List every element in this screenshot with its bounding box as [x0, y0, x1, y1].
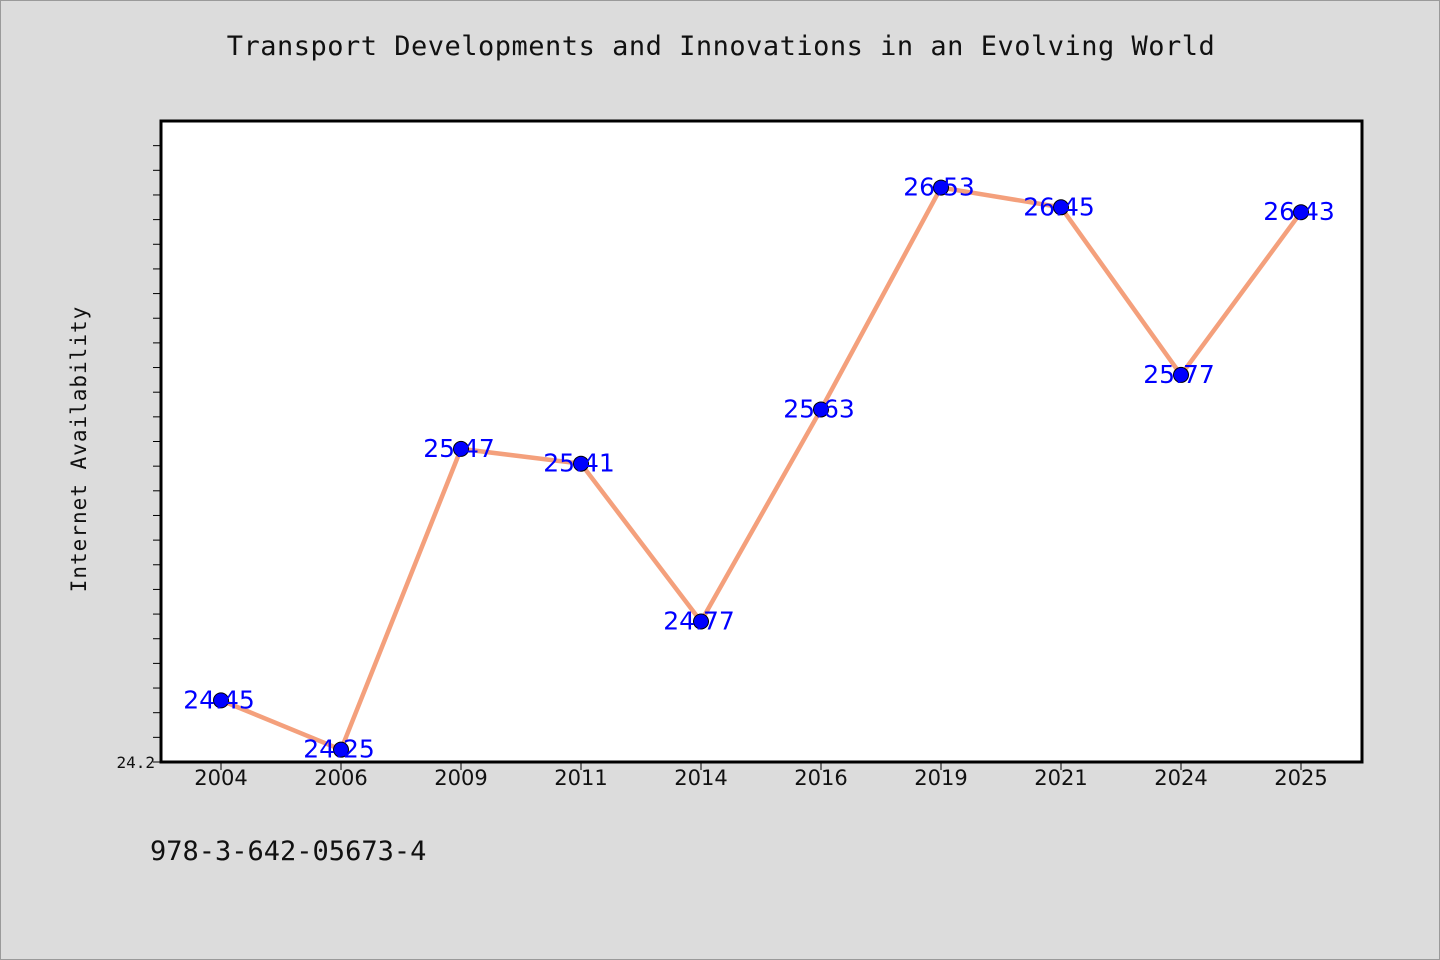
data-point	[1053, 199, 1069, 216]
x-tick-label: 2019	[914, 766, 967, 790]
data-point	[933, 179, 949, 196]
footer-identifier: 978-3-642-05673-4	[150, 836, 427, 867]
data-label: 24.45	[183, 685, 255, 714]
data-label: 24.77	[663, 606, 735, 635]
data-label: 25.77	[1143, 360, 1215, 389]
data-point	[453, 440, 469, 457]
x-tick-label: 2011	[554, 766, 607, 790]
data-point	[1173, 366, 1189, 383]
x-tick-label: 2024	[1154, 766, 1207, 790]
data-label: 25.47	[423, 434, 495, 463]
data-label: 26.45	[1023, 192, 1095, 221]
data-point	[333, 741, 349, 758]
x-tick-label: 2021	[1034, 766, 1087, 790]
y-axis-ticks: 24.2	[116, 145, 161, 772]
series-points	[213, 179, 1309, 758]
data-label: 24.25	[303, 735, 375, 764]
data-label: 25.63	[783, 394, 855, 423]
series-line	[220, 185, 1303, 752]
series-lines	[220, 185, 1303, 752]
chart-title: Transport Developments and Innovations i…	[226, 31, 1216, 62]
data-point	[213, 692, 229, 709]
data-point	[813, 401, 829, 418]
x-tick-label: 2004	[194, 766, 247, 790]
data-label: 26.43	[1263, 197, 1335, 226]
y-tick-label: 24.2	[116, 753, 155, 772]
plot-area	[159, 119, 1364, 764]
data-point	[1293, 204, 1309, 221]
data-point	[693, 613, 709, 630]
data-label: 26.53	[903, 173, 975, 202]
data-label: 25.41	[543, 449, 615, 478]
x-axis-ticks: 2004 2006 2009 2011 2014 2016 2019 2021 2024 2025	[194, 762, 1328, 790]
x-tick-label: 2014	[674, 766, 727, 790]
x-tick-label: 2009	[434, 766, 487, 790]
data-point	[573, 455, 589, 472]
x-tick-label: 2006	[314, 766, 367, 790]
x-tick-label: 2016	[794, 766, 847, 790]
x-tick-label: 2025	[1274, 766, 1327, 790]
series-labels: 24.45 24.25 25.47 25.41 24.77 25.63 26.53 26.45…	[183, 173, 1335, 764]
